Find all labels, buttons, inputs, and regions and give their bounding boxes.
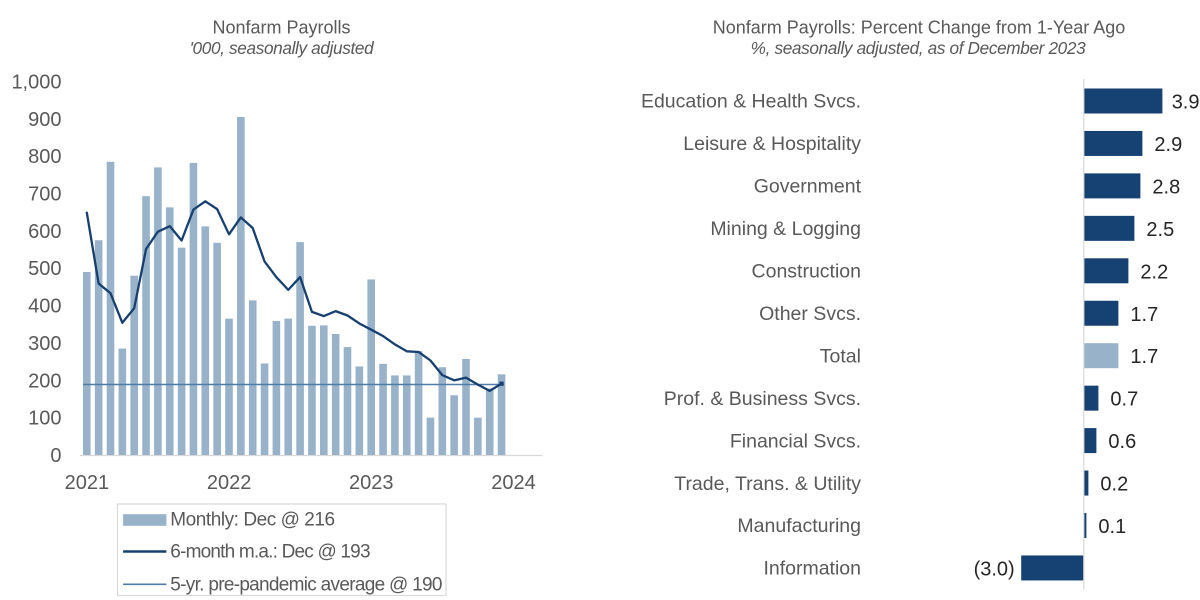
svg-text:Information: Information bbox=[763, 558, 861, 580]
svg-text:900: 900 bbox=[28, 109, 61, 131]
svg-text:Other Svcs.: Other Svcs. bbox=[759, 303, 861, 325]
svg-text:300: 300 bbox=[28, 333, 61, 355]
svg-text:6-month m.a.: Dec @ 193: 6-month m.a.: Dec @ 193 bbox=[170, 541, 370, 562]
svg-text:2023: 2023 bbox=[349, 472, 394, 494]
svg-text:500: 500 bbox=[28, 258, 61, 280]
svg-text:600: 600 bbox=[28, 221, 61, 243]
svg-text:(3.0): (3.0) bbox=[974, 559, 1015, 581]
svg-text:700: 700 bbox=[28, 184, 61, 206]
svg-text:Mining & Logging: Mining & Logging bbox=[710, 218, 861, 240]
svg-text:0.2: 0.2 bbox=[1100, 474, 1128, 496]
svg-text:2024: 2024 bbox=[491, 472, 536, 494]
svg-text:Trade, Trans. & Utility: Trade, Trans. & Utility bbox=[674, 473, 861, 495]
svg-text:Nonfarm Payrolls: Percent Chan: Nonfarm Payrolls: Percent Change from 1-… bbox=[713, 18, 1126, 38]
svg-text:3.9: 3.9 bbox=[1172, 92, 1200, 114]
svg-text:2.9: 2.9 bbox=[1154, 134, 1182, 156]
svg-text:Monthly: Dec @ 216: Monthly: Dec @ 216 bbox=[170, 510, 334, 531]
svg-text:200: 200 bbox=[28, 370, 61, 392]
svg-text:Nonfarm Payrolls: Nonfarm Payrolls bbox=[212, 18, 350, 38]
svg-text:Manufacturing: Manufacturing bbox=[737, 515, 861, 537]
svg-text:800: 800 bbox=[28, 146, 61, 168]
svg-text:2.8: 2.8 bbox=[1152, 176, 1180, 198]
svg-text:0.1: 0.1 bbox=[1098, 516, 1126, 538]
svg-text:2.5: 2.5 bbox=[1146, 219, 1174, 241]
svg-text:2022: 2022 bbox=[207, 472, 252, 494]
svg-text:%, seasonally adjusted, as of: %, seasonally adjusted, as of December 2… bbox=[751, 38, 1086, 58]
svg-text:0: 0 bbox=[50, 445, 61, 467]
svg-text:Construction: Construction bbox=[752, 261, 861, 283]
svg-text:100: 100 bbox=[28, 408, 61, 430]
svg-text:1.7: 1.7 bbox=[1130, 304, 1158, 326]
svg-text:Government: Government bbox=[754, 176, 862, 198]
svg-text:5-yr. pre-pandemic average @ 1: 5-yr. pre-pandemic average @ 190 bbox=[170, 574, 442, 595]
svg-text:Education & Health Svcs.: Education & Health Svcs. bbox=[641, 91, 861, 113]
svg-text:2021: 2021 bbox=[65, 472, 110, 494]
svg-text:Total: Total bbox=[820, 345, 861, 367]
svg-text:'000, seasonally adjusted: '000, seasonally adjusted bbox=[190, 38, 376, 58]
svg-text:400: 400 bbox=[28, 296, 61, 318]
svg-text:1,000: 1,000 bbox=[11, 72, 61, 94]
svg-text:1.7: 1.7 bbox=[1130, 346, 1158, 368]
svg-text:0.7: 0.7 bbox=[1110, 389, 1138, 411]
svg-text:0.6: 0.6 bbox=[1108, 431, 1136, 453]
svg-text:Financial Svcs.: Financial Svcs. bbox=[730, 430, 861, 452]
svg-text:2.2: 2.2 bbox=[1140, 261, 1168, 283]
svg-text:Prof. & Business Svcs.: Prof. & Business Svcs. bbox=[664, 388, 861, 410]
svg-text:Leisure & Hospitality: Leisure & Hospitality bbox=[683, 133, 861, 155]
